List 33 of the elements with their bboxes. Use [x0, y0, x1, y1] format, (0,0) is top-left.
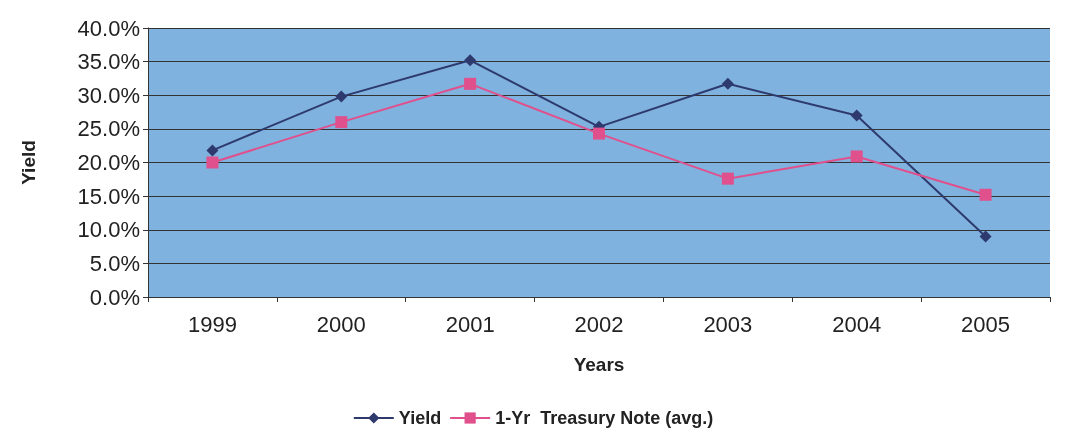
- y-tick-label: 25.0%: [77, 116, 140, 142]
- point: [464, 77, 477, 90]
- point: [335, 90, 348, 103]
- x-tick-label: 2002: [574, 311, 624, 337]
- point: [850, 109, 863, 122]
- point: [721, 77, 734, 90]
- x-tick-label: 2001: [445, 311, 495, 337]
- x-tick-label: 2003: [703, 311, 753, 337]
- legend-label: Yield: [398, 408, 442, 428]
- point: [721, 172, 734, 185]
- point: [593, 127, 605, 140]
- x-tick-label: 2005: [961, 311, 1011, 337]
- y-tick-label: 15.0%: [77, 183, 140, 209]
- y-axis-title: Yield: [18, 140, 39, 185]
- point: [206, 144, 219, 157]
- y-tick-label: 20.0%: [77, 150, 140, 175]
- y-tick-label: 30.0%: [77, 82, 140, 108]
- x-tick-label: 2000: [316, 311, 366, 337]
- legend-label: 1-Yr Treasury Note (avg.): [495, 408, 714, 428]
- x-tick-label: 1999: [187, 311, 237, 337]
- x-axis-title: Years: [573, 354, 625, 375]
- point: [979, 230, 992, 243]
- y-tick-label: 40.0%: [77, 15, 140, 41]
- point: [979, 188, 992, 201]
- point: [206, 156, 219, 169]
- x-tick-label: 2004: [832, 311, 882, 337]
- point: [335, 116, 348, 129]
- point: [850, 150, 863, 163]
- y-tick-label: 5.0%: [89, 250, 140, 276]
- y-tick-label: 10.0%: [77, 217, 140, 243]
- point: [464, 54, 477, 67]
- y-tick-label: 35.0%: [77, 49, 140, 75]
- y-tick-label: 0.0%: [89, 284, 140, 310]
